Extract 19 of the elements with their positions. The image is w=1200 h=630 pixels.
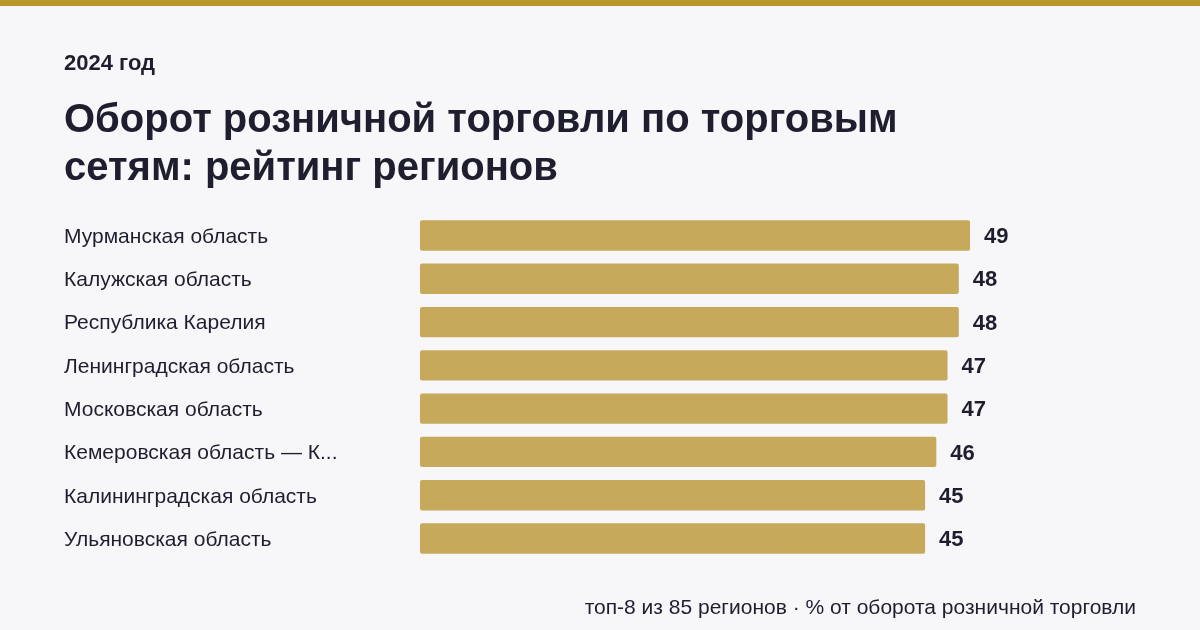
y-tick-label: Ульяновская область [64,526,272,550]
y-tick-label: Республика Карелия [64,310,266,334]
y-tick-label: Калужская область [64,267,252,291]
data-label: 45 [939,526,964,552]
data-label: 48 [972,309,998,335]
data-label: 47 [961,396,987,422]
data-label: 47 [961,353,987,379]
y-tick-label: Ленинградская область [64,353,295,377]
y-tick-label: Кемеровская область — К... [64,440,338,464]
data-label: 48 [972,266,998,292]
chart-title: Оборот розничной торговли по торговым сетям: рейтинг регионов [64,96,898,188]
y-tick-label: Мурманская область [64,223,269,247]
text: 2024 год [64,50,156,75]
data-label: 49 [984,223,1009,249]
y-tick-label: Калининградская область [64,483,317,507]
text: топ-8 из 85 регионов · % от оборота розничной торговли [584,595,1136,618]
y-tick-label: Московская область [64,397,263,420]
data-label: 45 [939,482,964,508]
data-label: 46 [950,439,975,465]
